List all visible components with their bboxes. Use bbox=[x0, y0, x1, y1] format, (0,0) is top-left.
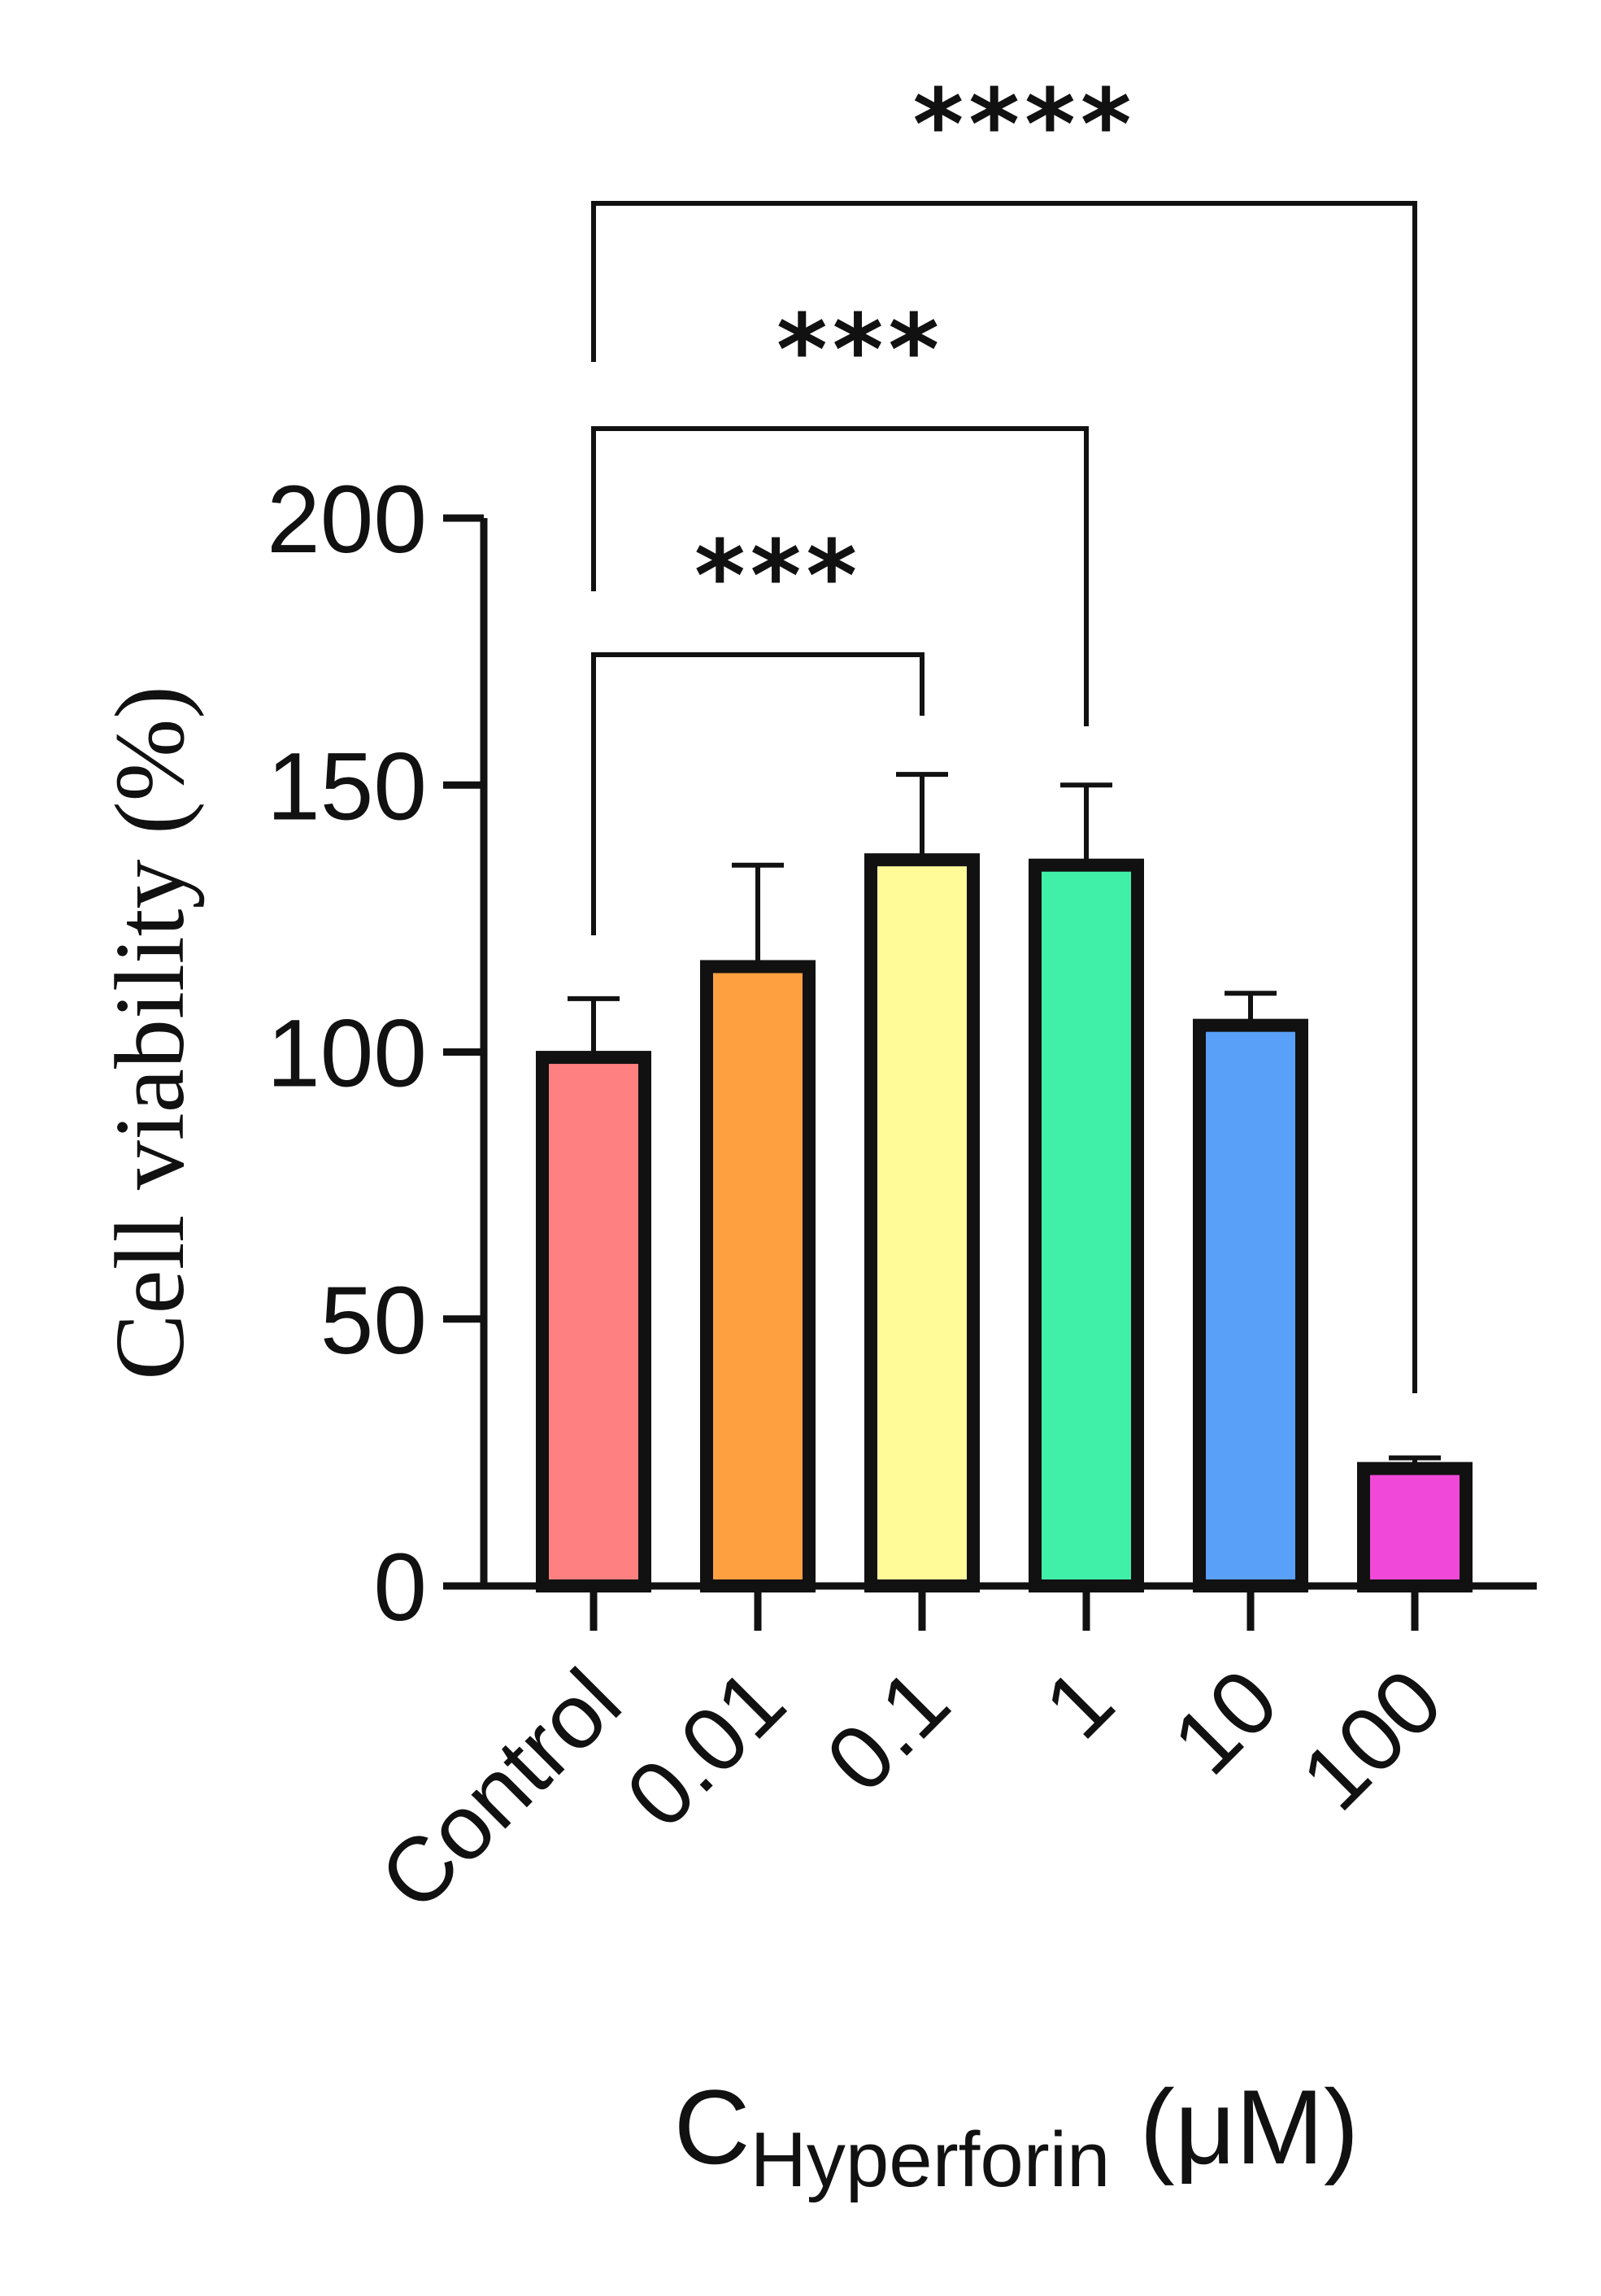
bar bbox=[700, 960, 816, 1592]
y-tick-label: 0 bbox=[373, 1534, 427, 1641]
significance-bracket bbox=[591, 201, 1417, 1393]
x-axis-label-unit: (μM) bbox=[1110, 2067, 1359, 2186]
significance-label: *** bbox=[694, 521, 862, 634]
bar bbox=[1193, 1018, 1308, 1593]
x-axis-label-subscript: Hyperforin bbox=[750, 2116, 1111, 2203]
significance-bracket bbox=[591, 652, 924, 935]
error-bars bbox=[568, 772, 1441, 1469]
x-tick-label: 0.01 bbox=[607, 1650, 804, 1848]
x-tick-label: 0.1 bbox=[807, 1650, 968, 1811]
x-tick-label: Control bbox=[360, 1650, 640, 1930]
bars bbox=[536, 853, 1473, 1593]
x-tick-label: 1 bbox=[1025, 1650, 1133, 1758]
bar bbox=[536, 1051, 651, 1592]
bar bbox=[864, 853, 980, 1593]
y-tick-label: 50 bbox=[320, 1267, 427, 1375]
significance-brackets: ********** bbox=[591, 69, 1417, 1393]
x-axis-label: CHyperforin (μM) bbox=[674, 2067, 1360, 2203]
y-tick-label: 200 bbox=[267, 466, 427, 573]
significance-label: *** bbox=[777, 294, 944, 407]
bar bbox=[1029, 858, 1144, 1592]
x-tick-label: 100 bbox=[1281, 1650, 1461, 1830]
significance-bracket bbox=[591, 426, 1089, 726]
bar bbox=[1357, 1462, 1473, 1592]
y-tick-label: 100 bbox=[267, 1000, 427, 1108]
y-axis-label: Cell viability (%) bbox=[95, 686, 205, 1380]
x-tick-label: 10 bbox=[1153, 1650, 1296, 1793]
y-tick-label: 150 bbox=[267, 733, 427, 840]
significance-label: **** bbox=[912, 69, 1136, 182]
x-axis-label-main: C bbox=[674, 2067, 750, 2186]
